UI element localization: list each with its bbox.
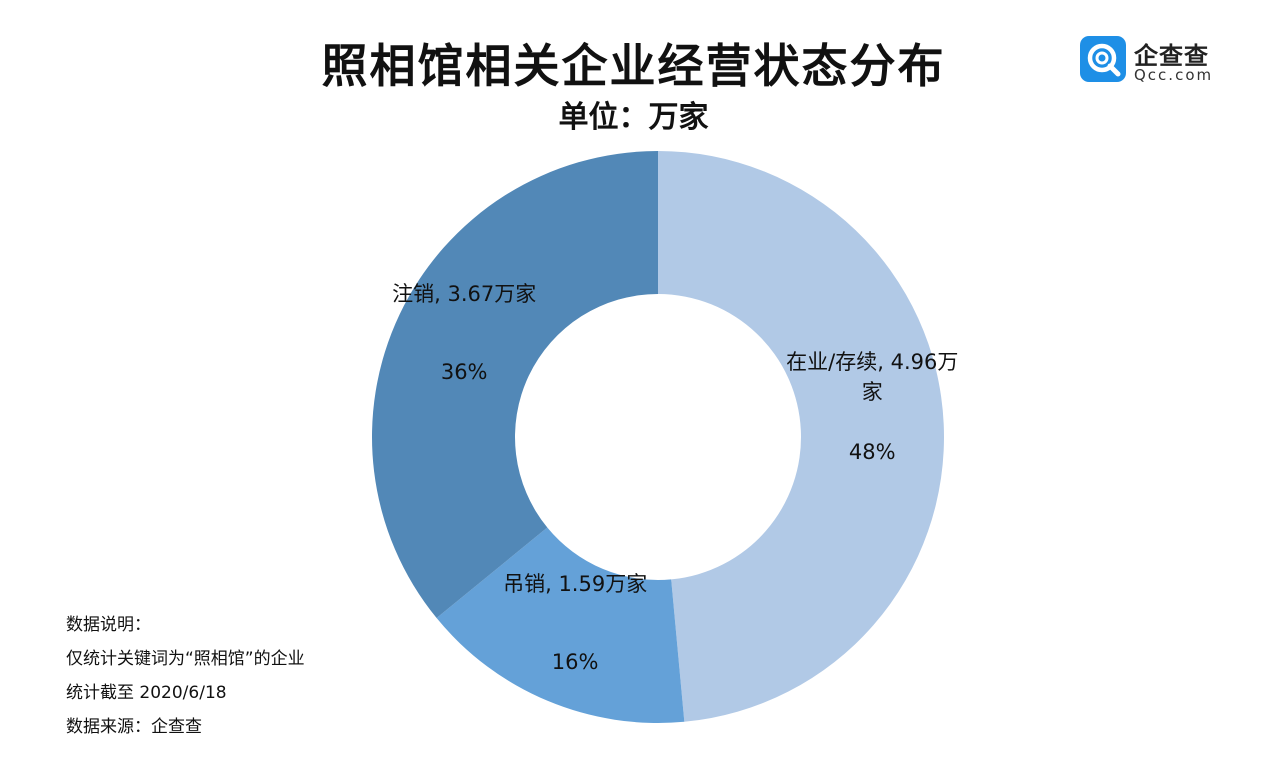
chart-subtitle: 单位：万家 <box>558 100 709 135</box>
slice-percent-0: 48% <box>849 440 896 464</box>
slice-percent-2: 36% <box>441 360 488 384</box>
notes-source: 数据来源：企查查 <box>66 717 202 737</box>
slice-2 <box>372 151 658 619</box>
slice-label-0: 在业/存续, 4.96万 <box>786 350 958 374</box>
slice-label-cont-0: 家 <box>862 380 883 404</box>
slice-label-1: 吊销, 1.59万家 <box>503 572 647 596</box>
notes-scope: 仅统计关键词为“照相馆”的企业 <box>66 649 305 669</box>
logo-domain: Qcc.com <box>1134 66 1214 84</box>
donut-slices <box>372 150 945 723</box>
slice-percent-1: 16% <box>552 650 599 674</box>
chart-title: 照相馆相关企业经营状态分布 <box>321 39 946 93</box>
slice-0 <box>658 150 945 722</box>
notes-heading: 数据说明： <box>66 615 151 635</box>
slice-label-2: 注销, 3.67万家 <box>392 282 536 306</box>
qcc-q-icon <box>1080 36 1126 82</box>
qcc-logo: 企查查 Qcc.com <box>1080 36 1230 86</box>
logo-name: 企查查 <box>1134 42 1209 70</box>
slice-1 <box>436 527 685 723</box>
data-notes: 数据说明： 仅统计关键词为“照相馆”的企业 统计截至 2020/6/18 数据来… <box>66 608 305 744</box>
notes-date: 统计截至 2020/6/18 <box>66 683 227 703</box>
